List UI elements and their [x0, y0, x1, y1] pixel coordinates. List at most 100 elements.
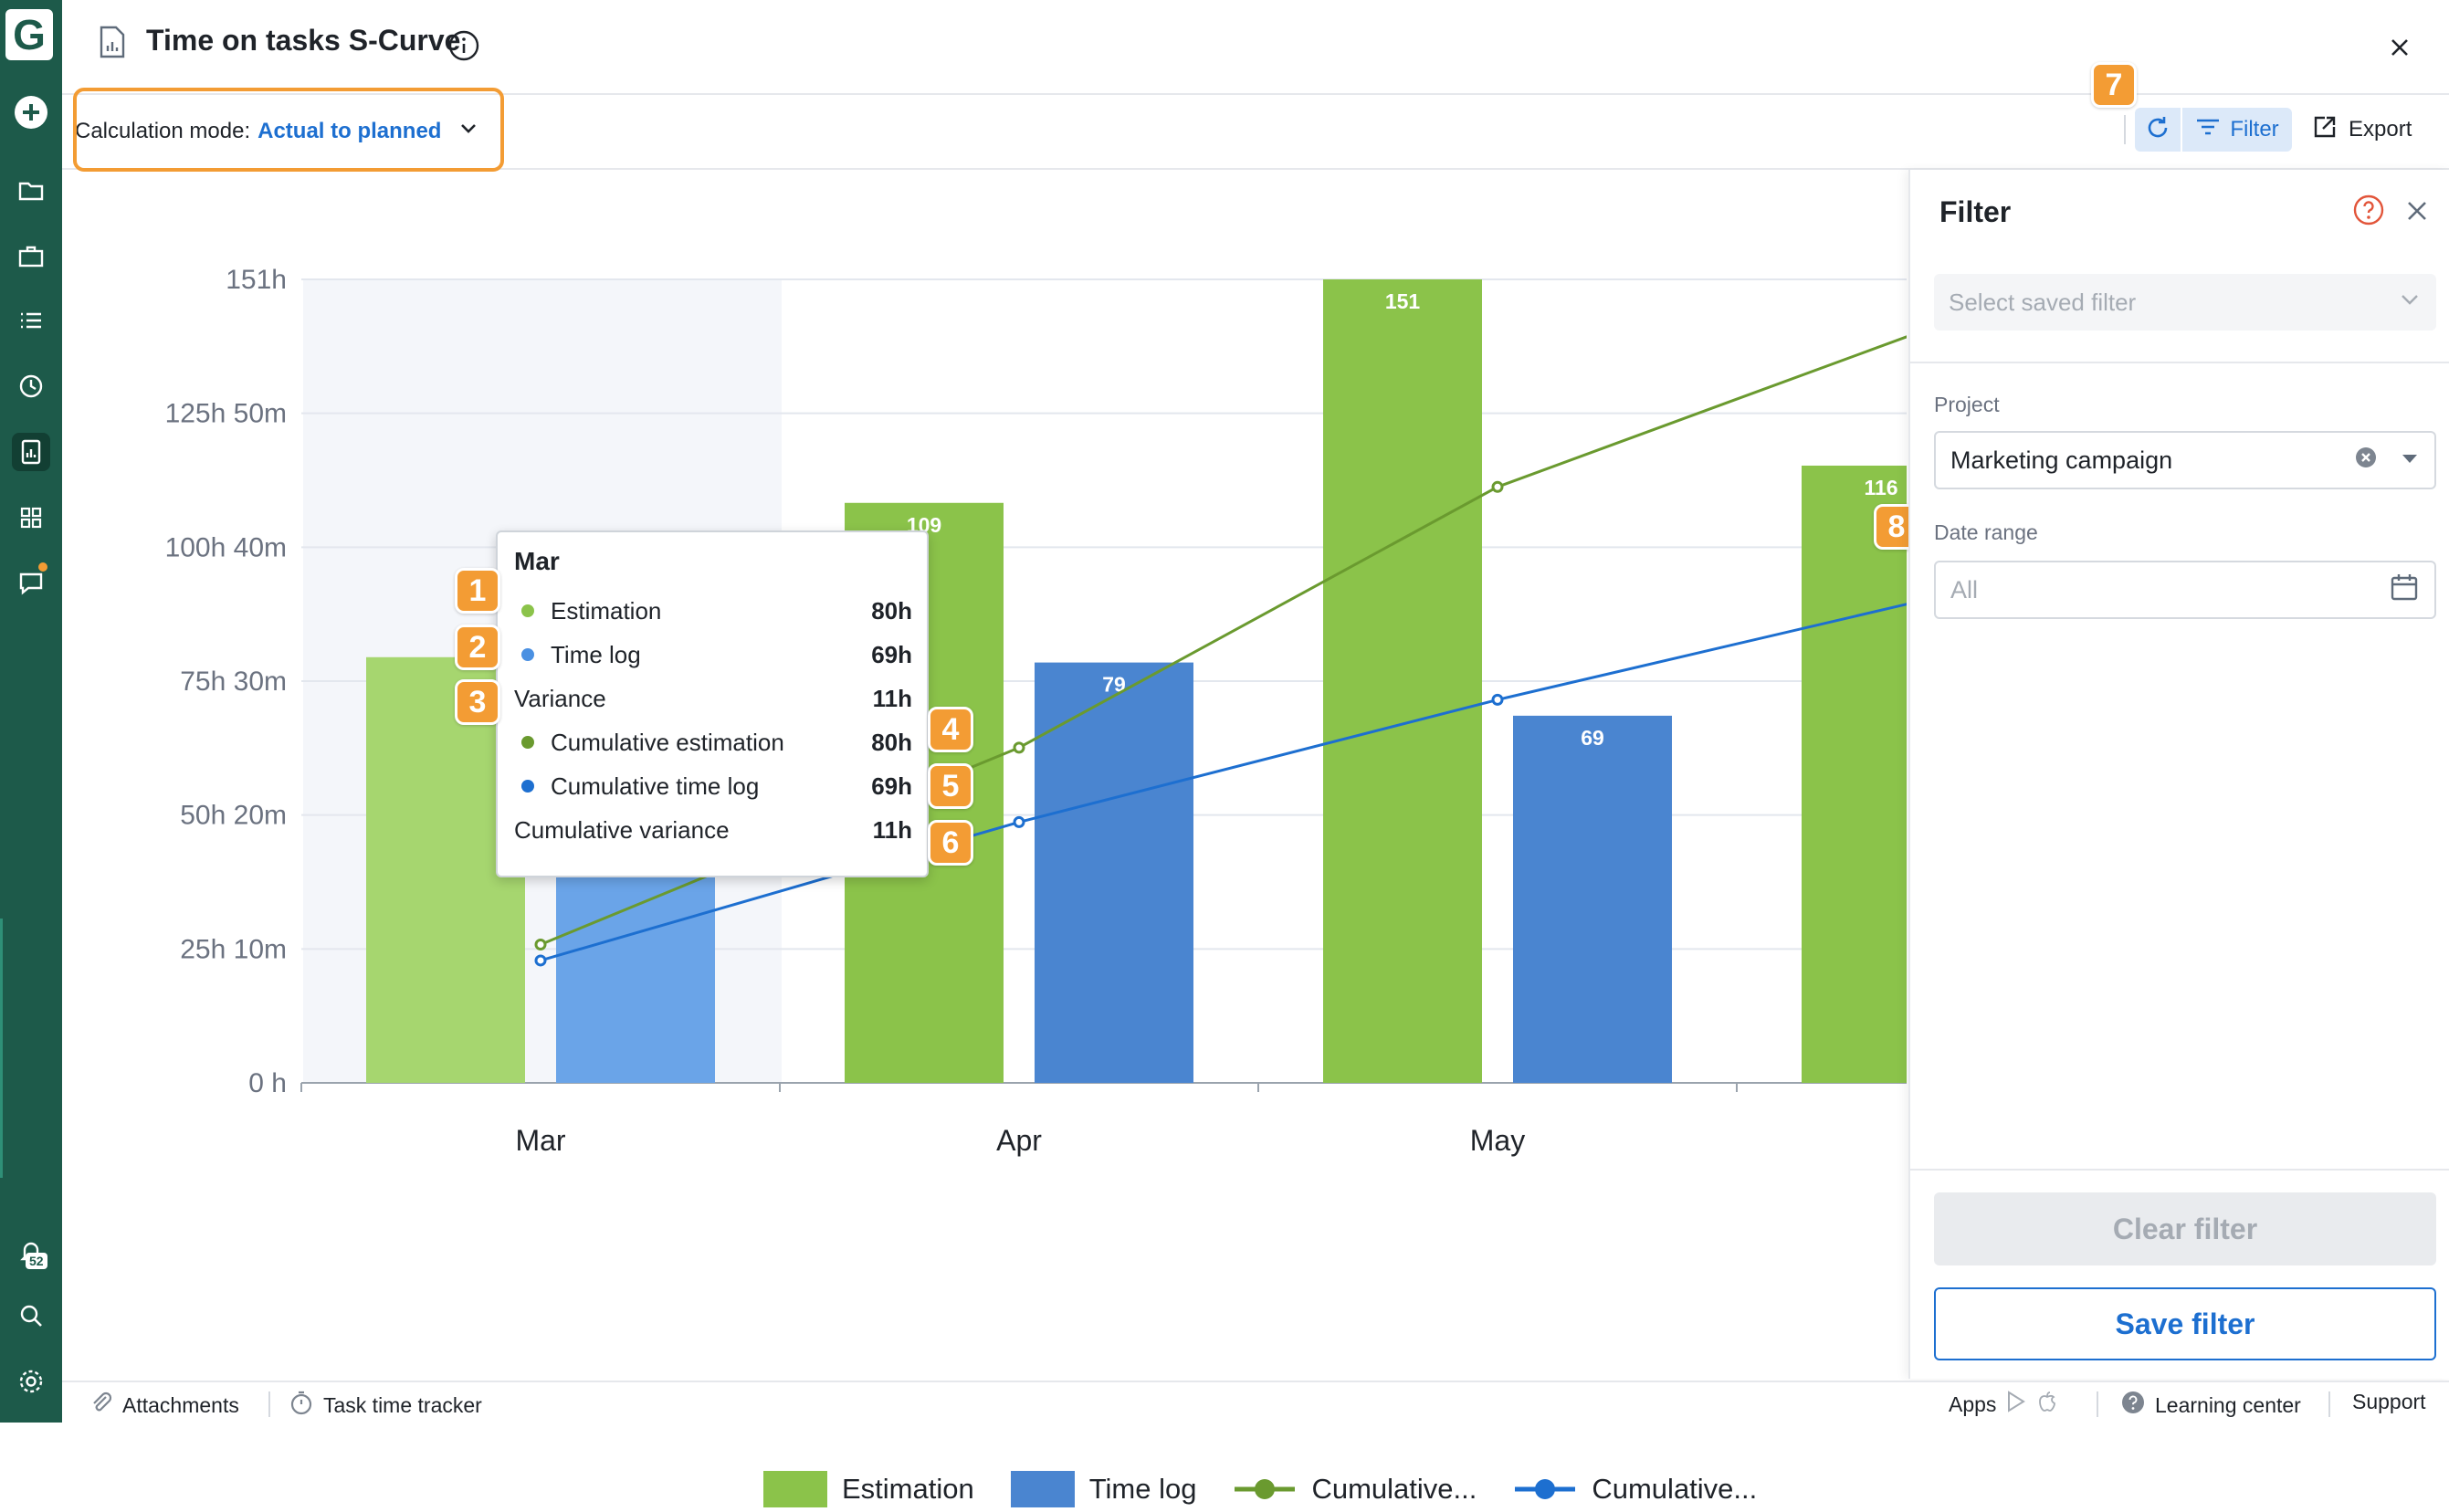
filter-panel-title: Filter: [1939, 195, 2012, 228]
date-range-label: Date range: [1934, 520, 2038, 544]
calculation-mode-value[interactable]: Actual to planned: [258, 119, 442, 143]
apps-link[interactable]: Apps: [1949, 1390, 2058, 1419]
search-icon[interactable]: [12, 1297, 50, 1335]
callout-4: 4: [928, 707, 973, 752]
status-bar: Attachments Task time tracker Apps Learn…: [62, 1381, 2449, 1424]
grid-icon[interactable]: [12, 499, 50, 537]
tooltip-row-cum-time-log: Cumulative time log 69h: [514, 768, 912, 804]
callout-3: 3: [455, 679, 500, 725]
chart-tooltip: Mar Estimation 80h Time log 69h Variance…: [496, 530, 929, 877]
report-icon[interactable]: [12, 433, 50, 471]
legend-item-cum-estimation[interactable]: Cumulative...: [1233, 1471, 1477, 1507]
tooltip-row-variance: Variance 11h: [514, 680, 912, 717]
folder-icon[interactable]: [12, 172, 50, 210]
statusbar-divider: [2328, 1391, 2330, 1417]
calendar-icon[interactable]: [2389, 572, 2420, 609]
tooltip-row-time-log: Time log 69h: [514, 636, 912, 673]
bar-data-label: 69: [1581, 726, 1604, 750]
add-icon[interactable]: [12, 93, 50, 131]
attachments-link[interactable]: Attachments: [88, 1390, 239, 1421]
app-sidebar: G 52: [0, 0, 62, 1423]
tooltip-value: 80h: [871, 596, 912, 625]
attachments-label: Attachments: [122, 1392, 239, 1417]
close-report-icon[interactable]: [2381, 29, 2418, 66]
calculation-mode-label: Calculation mode:: [75, 119, 251, 143]
save-filter-button[interactable]: Save filter: [1934, 1287, 2436, 1360]
legend-item-estimation[interactable]: Estimation: [763, 1471, 974, 1507]
callout-7: 7: [2091, 62, 2137, 108]
saved-filter-placeholder: Select saved filter: [1949, 288, 2137, 316]
x-tick-label: May: [1470, 1124, 1525, 1157]
date-range-input[interactable]: All: [1934, 561, 2436, 619]
legend-swatch-cum-estimation: [1235, 1479, 1296, 1499]
calculation-mode-select[interactable]: Calculation mode: Actual to planned: [75, 95, 491, 168]
callout-2: 2: [455, 625, 500, 670]
clear-project-icon[interactable]: [2354, 446, 2378, 476]
refresh-icon: [2144, 114, 2171, 146]
close-filter-icon[interactable]: [2403, 197, 2431, 229]
chat-icon[interactable]: [12, 564, 50, 603]
refresh-button[interactable]: [2135, 108, 2181, 152]
filter-button[interactable]: Filter: [2182, 108, 2292, 152]
help-circle-icon: [2120, 1390, 2146, 1421]
learning-center-label: Learning center: [2155, 1392, 2301, 1417]
play-store-icon: [2005, 1390, 2027, 1419]
app-logo[interactable]: G: [5, 9, 53, 60]
tooltip-dot-cum-time-log: [521, 780, 534, 793]
legend-item-cum-time-log[interactable]: Cumulative...: [1513, 1471, 1757, 1507]
legend-swatch-estimation: [763, 1471, 827, 1507]
chart-legend: Estimation Time log Cumulative... Cumula…: [763, 1466, 1793, 1512]
legend-label-estimation: Estimation: [842, 1473, 974, 1505]
task-time-tracker-label: Task time tracker: [323, 1392, 482, 1417]
tooltip-value: 80h: [871, 728, 912, 756]
tooltip-label: Estimation: [551, 596, 662, 625]
line-point: [1013, 815, 1025, 828]
line-point: [534, 954, 547, 967]
project-label: Project: [1934, 393, 2000, 416]
filter-button-label: Filter: [2230, 117, 2279, 142]
clear-filter-button[interactable]: Clear filter: [1934, 1192, 2436, 1265]
briefcase-icon[interactable]: [12, 237, 50, 276]
export-button-label: Export: [2349, 117, 2412, 142]
chevron-down-icon: [2398, 288, 2422, 318]
y-tick-label: 125h 50m: [165, 399, 287, 429]
tooltip-label: Variance: [514, 684, 606, 712]
chat-unread-dot: [38, 562, 47, 572]
settings-icon[interactable]: [12, 1362, 50, 1401]
project-value: Marketing campaign: [1950, 446, 2173, 474]
info-icon[interactable]: [447, 29, 480, 67]
date-range-placeholder: All: [1950, 575, 1979, 604]
support-label: Support: [2352, 1390, 2426, 1413]
y-tick-label: 50h 20m: [180, 801, 287, 831]
page-title: Time on tasks S-Curve: [146, 24, 461, 57]
tooltip-value: 11h: [872, 684, 912, 712]
help-icon[interactable]: [2352, 194, 2385, 231]
tooltip-dot-cum-estimation: [521, 736, 534, 749]
legend-label-cum-estimation: Cumulative...: [1311, 1473, 1477, 1505]
support-link[interactable]: Support: [2352, 1390, 2426, 1414]
list-icon[interactable]: [12, 301, 50, 340]
report-toolbar: Calculation mode: Actual to planned Filt…: [62, 95, 2449, 170]
clock-icon[interactable]: [12, 367, 50, 405]
export-button[interactable]: Export: [2312, 108, 2412, 152]
bar-estimation: [1323, 279, 1482, 1083]
dropdown-caret-icon[interactable]: [2400, 446, 2420, 475]
apple-icon: [2036, 1390, 2058, 1419]
tooltip-value: 69h: [871, 640, 912, 668]
chevron-down-icon[interactable]: [457, 118, 479, 146]
legend-item-time-log[interactable]: Time log: [1010, 1471, 1196, 1507]
project-select[interactable]: Marketing campaign: [1934, 431, 2436, 489]
y-tick-label: 75h 30m: [180, 667, 287, 697]
tooltip-label: Cumulative variance: [514, 815, 730, 844]
learning-center-link[interactable]: Learning center: [2120, 1390, 2301, 1421]
paperclip-icon: [88, 1390, 113, 1421]
x-tick-label: Mar: [515, 1124, 565, 1157]
x-tick-label: Apr: [996, 1124, 1042, 1157]
task-time-tracker-link[interactable]: Task time tracker: [289, 1390, 482, 1421]
y-tick-label: 151h: [226, 265, 287, 295]
bar-time-log: [1035, 662, 1193, 1083]
y-tick-label: 0 h: [248, 1068, 287, 1098]
tooltip-label: Cumulative time log: [551, 772, 760, 800]
stopwatch-icon: [289, 1390, 314, 1421]
saved-filter-select[interactable]: Select saved filter: [1934, 274, 2436, 331]
